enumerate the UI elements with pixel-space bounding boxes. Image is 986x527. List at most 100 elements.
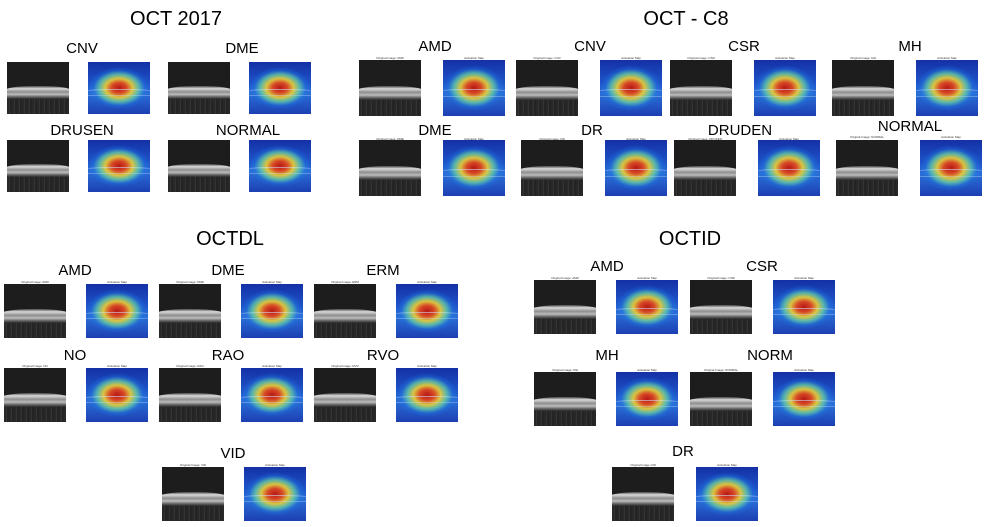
caption-activation-rao: Activation Map [262,364,282,368]
oct-image-mh-octid [534,372,596,426]
label-dr-octid: DR [672,443,694,460]
caption-original-csr-octid: Original Image: CSR [707,276,735,280]
caption-activation-rvo: Activation Map [417,364,437,368]
caption-activation-drusen: Activation Map [779,137,799,141]
oct-image-no [4,368,66,422]
caption-activation-dme: Activation Map [464,137,484,141]
caption-original-amd-octdl: Original Image: AMD [21,280,49,284]
activation-map-dme-octdl [241,284,303,338]
oct-image-rao [159,368,221,422]
caption-original-amd-octid: Original Image: AMD [551,276,579,280]
activation-map-normal [249,140,311,192]
oct-image-amd-octdl [4,284,66,338]
activation-map-mh-octid [616,372,678,426]
caption-activation-vid: Activation Map [265,463,285,467]
activation-map-csr [754,60,816,116]
label-normal-c8: NORMAL [877,118,943,135]
oct-image-dme-octdl [159,284,221,338]
label-csr: CSR [728,38,760,55]
caption-activation-cnv: Activation Map [621,56,641,60]
oct-image-rvo [314,368,376,422]
label-rao: RAO [211,347,245,364]
caption-activation-normal-octid: Activation Map [794,368,814,372]
caption-original-amd: Original Image: AMD [376,56,404,60]
activation-map-drusen [88,140,150,192]
oct-image-drusen [7,140,69,192]
activation-map-normal-c8 [920,140,982,196]
label-amd: AMD [418,38,452,55]
oct-image-dme-c8 [359,140,421,196]
caption-original-dr-octid: Original Image: DR [630,463,656,467]
caption-original-csr: Original Image: CSR [687,56,715,60]
activation-map-dme-c8 [443,140,505,196]
caption-original-dr: Original Image: DR [539,137,565,141]
activation-map-druden [758,140,820,196]
label-amd-octid: AMD [590,258,624,275]
caption-activation-no: Activation Map [107,364,127,368]
oct-image-normal-c8 [836,140,898,196]
caption-activation-csr-octid: Activation Map [794,276,814,280]
activation-map-cnv [88,62,150,114]
caption-activation-dr-octid: Activation Map [717,463,737,467]
oct-image-normal [168,140,230,192]
caption-original-normal: Original Image: NORMAL [849,135,885,139]
caption-original-rvo: Original Image: RVO [331,364,359,368]
activation-map-mh [916,60,978,116]
oct-image-amd [359,60,421,116]
caption-original-rao: Original Image: RAO [176,364,204,368]
activation-map-rvo [396,368,458,422]
caption-activation-erm: Activation Map [417,280,437,284]
caption-activation-dr: Activation Map [626,137,646,141]
caption-activation-csr: Activation Map [775,56,795,60]
activation-map-dr-c8 [605,140,667,196]
oct-image-amd-octid [534,280,596,334]
caption-original-mh: Original Image: MH [850,56,876,60]
oct-image-druden [674,140,736,196]
label-amd-octdl: AMD [58,262,92,279]
caption-original-dme-octdl: Original Image: DME [176,280,204,284]
label-druden: DRUDEN [707,122,773,139]
caption-activation-mh-octid: Activation Map [637,368,657,372]
section-title-octid: OCTID [658,228,722,250]
caption-activation-amd-octdl: Activation Map [107,280,127,284]
label-rvo: RVO [366,347,400,364]
label-drusen: DRUSEN [50,122,114,139]
caption-original-normal-octid: Original Image: NORMAL [703,368,739,372]
label-dme-c8: DME [418,122,452,139]
activation-map-vid [244,467,306,521]
oct-image-csr [670,60,732,116]
oct-image-dr-octid [612,467,674,521]
label-vid: VID [220,445,246,462]
label-mh: MH [898,38,922,55]
section-title-oct2017: OCT 2017 [130,8,222,30]
section-title-octdl: OCTDL [196,228,264,250]
caption-original-dme: Original Image: DME [376,137,404,141]
label-dr-c8: DR [581,122,603,139]
label-mh-octid: MH [595,347,619,364]
label-csr-octid: CSR [746,258,778,275]
label-cnv-c8: CNV [574,38,606,55]
caption-original-mh-octid: Original Image: MH [552,368,578,372]
oct-image-erm [314,284,376,338]
activation-map-csr-octid [773,280,835,334]
label-normal: NORMAL [215,122,281,139]
caption-original-drusen: Original Image: DRUSEN [688,137,722,141]
activation-map-dme [249,62,311,114]
oct-image-norm [690,372,752,426]
label-cnv: CNV [66,40,98,57]
oct-image-mh [832,60,894,116]
label-norm: NORM [747,347,793,364]
section-title-oct-c8: OCT - C8 [643,8,729,30]
label-no: NO [63,347,87,364]
activation-map-amd-octdl [86,284,148,338]
oct-image-csr-octid [690,280,752,334]
caption-original-vid: Original Image: VID [179,463,207,467]
activation-map-no [86,368,148,422]
activation-map-amd-octid [616,280,678,334]
activation-map-cnv-c8 [600,60,662,116]
oct-image-cnv [7,62,69,114]
oct-image-dr-c8 [521,140,583,196]
label-dme-octdl: DME [211,262,245,279]
oct-image-vid [162,467,224,521]
activation-map-erm [396,284,458,338]
